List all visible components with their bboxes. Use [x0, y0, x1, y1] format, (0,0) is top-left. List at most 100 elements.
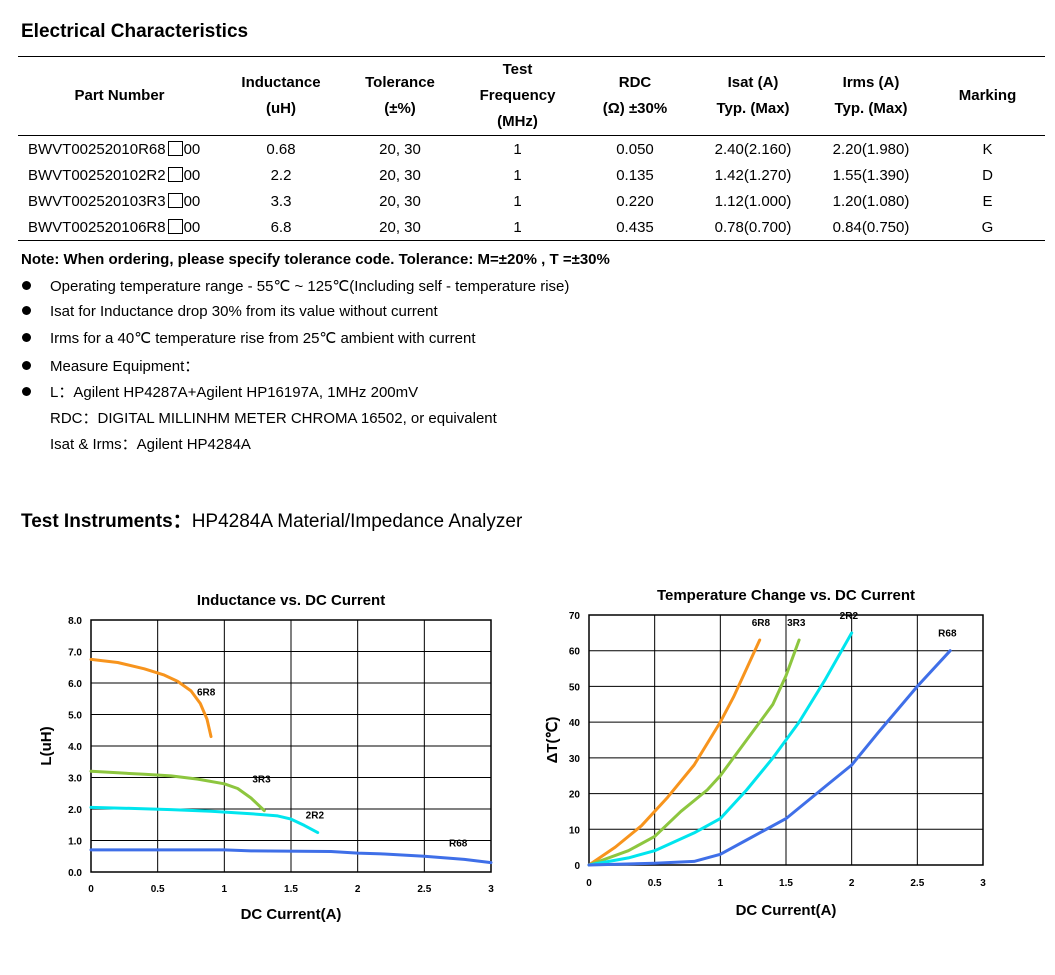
x-axis-label: DC Current(A) — [241, 906, 342, 923]
tolerance-cell: 20, 30 — [379, 166, 421, 184]
x-tick-label: 0.5 — [151, 884, 165, 895]
x-tick-label: 2 — [355, 884, 361, 895]
bullet-icon — [22, 361, 31, 370]
x-axis-label: DC Current(A) — [736, 902, 837, 919]
rdc-cell: 0.135 — [616, 166, 654, 184]
x-tick-label: 1 — [222, 884, 228, 895]
series-label: R68 — [449, 839, 468, 850]
y-tick-label: 10 — [569, 825, 581, 836]
series-label: 3R3 — [252, 775, 271, 786]
temperature-chart: Temperature Change vs. DC Current 0 0.5 1 1.… — [544, 587, 986, 919]
tolerance-code-box — [167, 218, 183, 234]
chart-title: Inductance vs. DC Current — [197, 592, 385, 609]
marking-cell: G — [981, 218, 994, 236]
y-tick-label: 3.0 — [68, 774, 82, 785]
bullet-icon — [22, 387, 31, 396]
series-line-6r8 — [89, 657, 213, 739]
bullet-icon — [22, 281, 31, 290]
tolerance-code-box — [167, 166, 183, 182]
isat-cell: 0.78(0.700) — [714, 218, 792, 236]
irms-cell: 2.20(1.980) — [832, 140, 910, 158]
table-header-row: Part Number Inductance (uH) Tolerance (±%)… — [18, 56, 1045, 136]
x-tick-label: 1.5 — [779, 878, 793, 889]
x-tick-label: 0.5 — [648, 878, 662, 889]
table-row: BWVT002520102R2 00 2.2 20, 30 1 0.135 1.4… — [18, 162, 1045, 188]
header-test-frequency: Test Frequency (MHz) — [479, 61, 556, 130]
header-tolerance: Tolerance (±%) — [365, 74, 435, 117]
part-number-cell: BWVT002520103R3 00 — [28, 192, 201, 210]
series-line-3r3 — [587, 638, 801, 867]
y-tick-label: 8.0 — [68, 616, 82, 627]
rdc-cell: 0.220 — [616, 192, 654, 210]
x-tick-label: 1.5 — [284, 884, 298, 895]
test-instruments-label: Test Instruments： — [21, 511, 192, 532]
bullet-subline: Isat & Irms：Agilent HP4284A — [50, 436, 251, 453]
tolerance-cell: 20, 30 — [379, 140, 421, 158]
test-instruments-value: HP4284A Material/Impedance Analyzer — [191, 511, 523, 532]
isat-cell: 1.12(1.000) — [714, 192, 792, 210]
y-tick-label: 70 — [569, 611, 581, 622]
y-axis-label: ΔT(℃) — [544, 717, 561, 764]
irms-cell: 1.55(1.390) — [832, 166, 910, 184]
rdc-cell: 0.435 — [616, 218, 654, 236]
inductance-cell: 2.2 — [270, 166, 292, 184]
x-tick-label: 3 — [980, 878, 986, 889]
tolerance-cell: 20, 30 — [379, 192, 421, 210]
y-tick-label: 40 — [569, 718, 581, 729]
y-tick-label: 7.0 — [68, 648, 82, 659]
series-label: 3R3 — [787, 618, 806, 629]
bullet-icon — [22, 333, 31, 342]
inductance-chart: Inductance vs. DC Current 0 0.5 1 1.5 2 2.5 3 0.… — [38, 592, 494, 923]
x-tick-label: 2.5 — [910, 878, 924, 889]
tolerance-code-box — [167, 192, 183, 208]
series-line-3r3 — [89, 769, 266, 813]
bullet-item: L：Agilent HP4287A+Agilent HP16197A, 1MHz… — [22, 381, 418, 402]
inductance-cell: 6.8 — [270, 218, 292, 236]
table-row: BWVT00252010R68 00 0.68 20, 30 1 0.050 2.… — [18, 136, 1045, 163]
bullet-item: Isat for Inductance drop 30% from its va… — [22, 303, 438, 320]
frequency-cell: 1 — [513, 140, 522, 158]
x-tick-label: 1 — [718, 878, 724, 889]
x-tick-label: 3 — [488, 884, 494, 895]
series-label: R68 — [938, 629, 957, 640]
x-tick-label: 2.5 — [417, 884, 431, 895]
series-label: 6R8 — [752, 618, 771, 629]
section-title: Electrical Characteristics — [21, 21, 249, 42]
isat-cell: 1.42(1.270) — [714, 166, 792, 184]
bullet-item: Measure Equipment： — [22, 355, 199, 376]
y-tick-label: 60 — [569, 647, 581, 658]
header-irms: Irms (A) Typ. (Max) — [834, 74, 908, 117]
y-tick-label: 30 — [569, 754, 581, 765]
part-number-cell: BWVT002520102R2 00 — [28, 166, 201, 184]
x-tick-label: 2 — [849, 878, 855, 889]
frequency-cell: 1 — [513, 166, 522, 184]
table-row: BWVT002520106R8 00 6.8 20, 30 1 0.435 0.7… — [18, 214, 1045, 241]
series-line-2r2 — [587, 631, 854, 867]
y-tick-label: 4.0 — [68, 742, 82, 753]
bullet-item: Operating temperature range - 55℃ ~ 125℃… — [22, 277, 569, 295]
y-tick-label: 1.0 — [68, 837, 82, 848]
series-line-r68 — [587, 649, 952, 867]
ordering-note: Note: When ordering, please specify tole… — [21, 251, 610, 268]
y-tick-label: 6.0 — [68, 679, 82, 690]
table-row: BWVT002520103R3 00 3.3 20, 30 1 0.220 1.1… — [18, 188, 1045, 214]
series-label: 2R2 — [840, 611, 859, 622]
series-line-6r8 — [587, 638, 762, 867]
irms-cell: 0.84(0.750) — [832, 218, 910, 236]
inductance-cell: 0.68 — [266, 140, 296, 158]
tolerance-code-box — [167, 140, 183, 156]
x-tick-label: 0 — [586, 878, 592, 889]
spec-table: Part Number Inductance (uH) Tolerance (±%)… — [18, 56, 1045, 241]
y-tick-label: 0.0 — [68, 868, 82, 879]
series-line-2r2 — [89, 805, 320, 835]
chart-title: Temperature Change vs. DC Current — [657, 587, 915, 604]
series-line-r68 — [89, 848, 493, 865]
y-tick-label: 2.0 — [68, 805, 82, 816]
tolerance-cell: 20, 30 — [379, 218, 421, 236]
bullet-subline: RDC：DIGITAL MILLINHM METER CHROMA 16502,… — [50, 410, 497, 427]
bullet-item: Irms for a 40℃ temperature rise from 25℃… — [22, 329, 476, 347]
part-number-cell: BWVT00252010R68 00 — [28, 140, 201, 158]
inductance-cell: 3.3 — [270, 192, 292, 210]
marking-cell: E — [982, 192, 993, 210]
isat-cell: 2.40(2.160) — [714, 140, 792, 158]
